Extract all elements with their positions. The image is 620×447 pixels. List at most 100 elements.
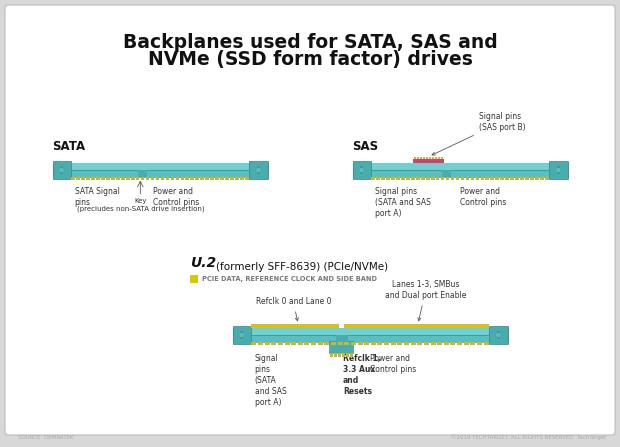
Text: SOURCE: DEMARTEK: SOURCE: DEMARTEK — [18, 435, 74, 440]
Bar — [371, 342, 376, 345]
Text: Backplanes used for SATA, SAS and: Backplanes used for SATA, SAS and — [123, 33, 497, 51]
Bar — [396, 177, 400, 180]
Bar — [342, 354, 345, 357]
Bar — [545, 177, 549, 180]
Bar — [378, 342, 383, 345]
Bar — [423, 157, 425, 159]
Bar — [251, 342, 256, 345]
Bar — [477, 342, 482, 345]
Bar — [441, 170, 451, 177]
Bar — [250, 329, 489, 335]
Bar — [484, 342, 489, 345]
Bar — [111, 177, 115, 180]
Bar — [235, 177, 239, 180]
Bar — [334, 354, 337, 357]
Bar — [53, 164, 267, 177]
Bar — [515, 177, 519, 180]
Bar — [278, 342, 283, 345]
Bar — [311, 342, 316, 345]
Bar — [245, 177, 249, 180]
Bar — [371, 164, 549, 170]
Text: Refclk 0 and Lane 0: Refclk 0 and Lane 0 — [255, 297, 331, 321]
Bar — [265, 342, 270, 345]
Bar — [91, 177, 95, 180]
Bar — [429, 157, 431, 159]
Bar — [432, 157, 434, 159]
Bar — [258, 342, 263, 345]
Bar — [451, 342, 456, 345]
Bar — [353, 164, 567, 177]
Bar — [416, 177, 420, 180]
Bar — [471, 177, 474, 180]
Text: Key
(precludes non-SATA drive insertion): Key (precludes non-SATA drive insertion) — [76, 198, 204, 211]
Bar — [401, 177, 405, 180]
Bar — [485, 177, 489, 180]
Bar — [505, 177, 509, 180]
Bar — [386, 177, 390, 180]
Bar — [441, 157, 443, 159]
Bar — [136, 177, 140, 180]
Circle shape — [497, 333, 500, 337]
Bar — [141, 177, 144, 180]
Bar — [304, 342, 309, 345]
Bar — [272, 342, 277, 345]
Bar — [376, 177, 380, 180]
Bar — [397, 342, 402, 345]
Bar — [336, 335, 348, 342]
Bar — [406, 177, 410, 180]
Bar — [410, 342, 415, 345]
Text: PCIE DATA, REFERENCE CLOCK AND SIDE BAND: PCIE DATA, REFERENCE CLOCK AND SIDE BAND — [202, 276, 377, 282]
Bar — [358, 342, 363, 345]
Bar — [420, 157, 422, 159]
FancyBboxPatch shape — [5, 5, 615, 435]
Bar — [185, 177, 189, 180]
Circle shape — [60, 168, 63, 172]
Polygon shape — [239, 331, 244, 339]
Text: Signal
pins
(SATA
and SAS
port A): Signal pins (SATA and SAS port A) — [255, 354, 286, 407]
Bar — [411, 177, 415, 180]
Text: SAS: SAS — [353, 140, 379, 153]
Polygon shape — [359, 166, 364, 174]
Bar — [230, 177, 234, 180]
Bar — [175, 177, 179, 180]
Polygon shape — [59, 166, 64, 174]
Bar — [250, 325, 339, 329]
Bar — [438, 157, 440, 159]
Bar — [161, 177, 164, 180]
Text: SATA Signal
pins: SATA Signal pins — [74, 186, 120, 207]
Bar — [338, 354, 341, 357]
Circle shape — [240, 333, 243, 337]
Bar — [490, 177, 494, 180]
Bar — [525, 177, 529, 180]
Text: Signal pins
(SATA and SAS
port A): Signal pins (SATA and SAS port A) — [374, 186, 430, 218]
Text: Power and
Control pins: Power and Control pins — [153, 186, 199, 207]
Bar — [346, 354, 349, 357]
Bar — [351, 342, 356, 345]
Bar — [381, 177, 385, 180]
Bar — [489, 326, 508, 344]
Bar — [426, 157, 428, 159]
Bar — [200, 177, 204, 180]
Bar — [86, 177, 90, 180]
Bar — [471, 342, 476, 345]
Text: Signal pins
(SAS port B): Signal pins (SAS port B) — [432, 112, 525, 155]
Bar — [343, 325, 489, 329]
Bar — [466, 177, 469, 180]
Bar — [421, 177, 425, 180]
Text: U.2: U.2 — [190, 256, 216, 270]
Bar — [190, 177, 194, 180]
Bar — [535, 177, 539, 180]
Circle shape — [360, 168, 363, 172]
Bar — [53, 161, 71, 179]
Bar — [549, 161, 567, 179]
Bar — [338, 342, 343, 345]
Polygon shape — [556, 166, 561, 174]
Bar — [430, 342, 435, 345]
Bar — [414, 159, 444, 164]
Bar — [520, 177, 524, 180]
Bar — [435, 157, 437, 159]
Bar — [101, 177, 105, 180]
Polygon shape — [496, 331, 501, 339]
Bar — [166, 177, 169, 180]
Text: NVMe (SSD form factor) drives: NVMe (SSD form factor) drives — [148, 51, 472, 69]
